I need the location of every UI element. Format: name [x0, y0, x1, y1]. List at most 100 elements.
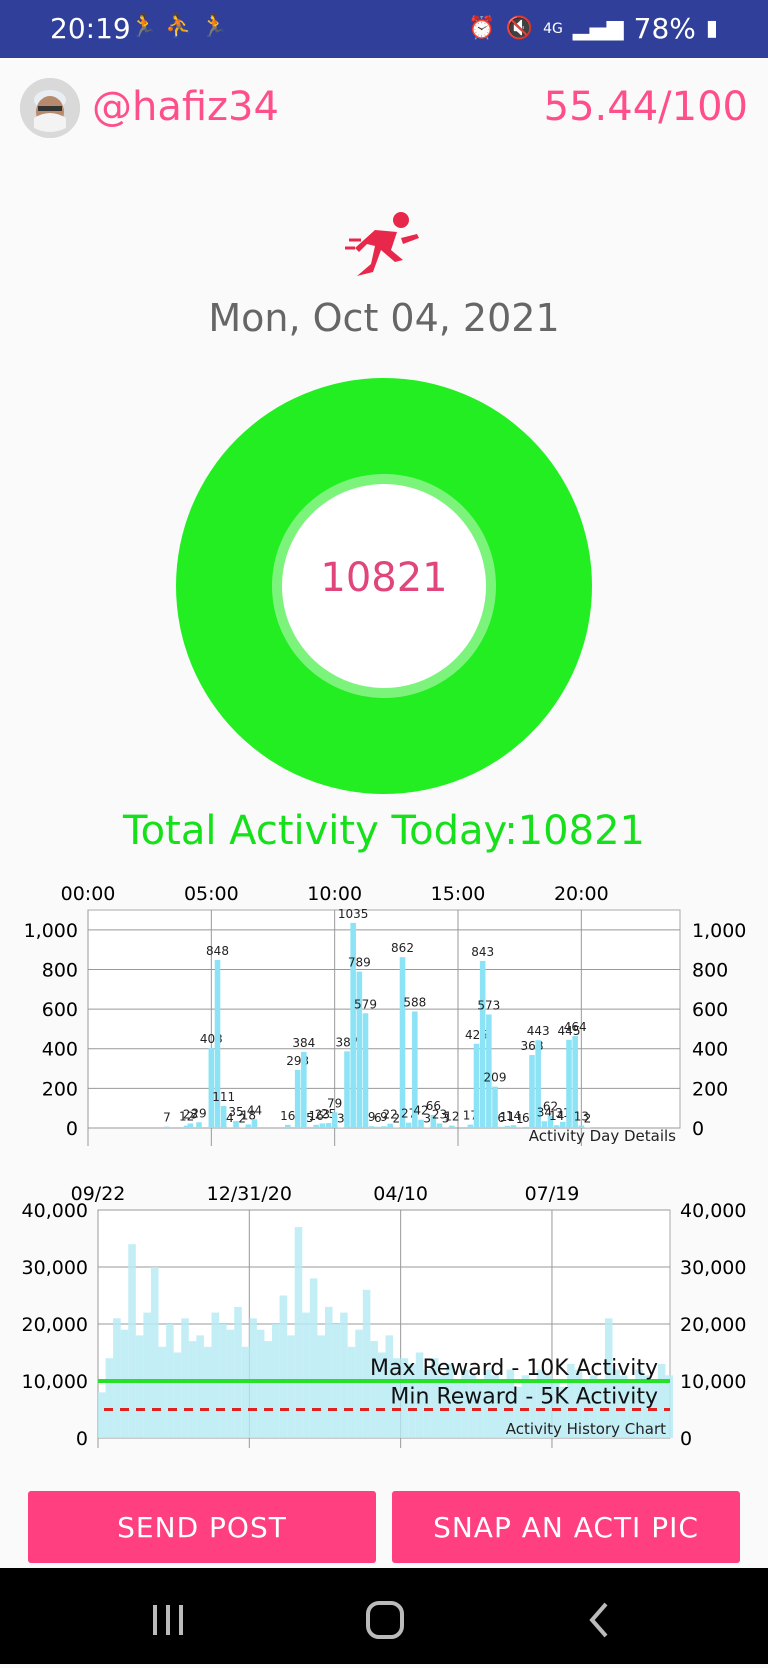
y-tick-label-right: 40,000 [680, 1200, 746, 1222]
total-activity-label: Total Activity Today:10821 [0, 808, 768, 854]
bar-data-label: 848 [206, 944, 229, 958]
y-tick-label-left: 400 [42, 1039, 78, 1061]
bar [307, 1127, 313, 1128]
history-bar [121, 1330, 129, 1438]
bar [381, 1126, 387, 1128]
history-bar [174, 1353, 182, 1439]
bar-data-label: 789 [348, 956, 371, 970]
history-bar [310, 1278, 318, 1438]
y-tick-label-left: 1,000 [24, 920, 78, 942]
history-bar [242, 1347, 250, 1438]
x-tick-label: 05:00 [184, 883, 239, 905]
avatar[interactable] [20, 78, 80, 138]
bar-data-label: 29 [191, 1106, 206, 1120]
x-tick-label: 15:00 [431, 883, 486, 905]
chart-caption: Activity Day Details [529, 1127, 676, 1145]
snap-pic-button[interactable]: SNAP AN ACTI PIC [392, 1491, 740, 1563]
y-tick-label-left: 0 [76, 1428, 88, 1450]
x-tick-label: 07/19 [525, 1183, 580, 1205]
y-tick-label-left: 0 [66, 1118, 78, 1140]
y-tick-label-right: 10,000 [680, 1371, 746, 1393]
history-bar [98, 1392, 106, 1438]
y-tick-label-left: 600 [42, 999, 78, 1021]
bar [227, 1127, 233, 1128]
y-tick-label-left: 10,000 [22, 1371, 88, 1393]
notification-icons: 🏃⛹🏃 [130, 14, 236, 39]
bar-data-label: 1035 [338, 907, 369, 921]
plot-area [88, 910, 680, 1128]
bar-data-label: 443 [527, 1024, 550, 1038]
history-bar [159, 1347, 167, 1438]
runner-icon: 🏃 [201, 14, 236, 39]
bar [357, 972, 363, 1128]
y-tick-label-right: 0 [692, 1118, 704, 1140]
header: @hafiz34 55.44/100 [0, 70, 768, 150]
alarm-icon: ⏰ [468, 16, 495, 41]
x-tick-label: 09/22 [71, 1183, 126, 1205]
bar-data-label: 862 [391, 941, 414, 955]
y-tick-label-right: 400 [692, 1039, 728, 1061]
status-bar: 20:19 🏃⛹🏃 ⏰ 🔇 4G ▂▄▆ 78% ▮ [0, 0, 768, 58]
bar [209, 1048, 215, 1128]
bar [338, 1127, 344, 1128]
home-icon[interactable] [368, 1603, 402, 1637]
send-post-button[interactable]: SEND POST [28, 1491, 376, 1563]
bar [449, 1126, 455, 1128]
history-bar [355, 1330, 363, 1438]
y-tick-label-right: 20,000 [680, 1314, 746, 1336]
bar [344, 1051, 350, 1128]
history-bar [204, 1347, 212, 1438]
history-bar [227, 1330, 235, 1438]
y-tick-label-left: 200 [42, 1078, 78, 1100]
history-bar [665, 1375, 673, 1438]
bar-data-label: 2 [393, 1112, 401, 1126]
history-bar [340, 1313, 348, 1438]
bar-data-label: 16 [280, 1109, 295, 1123]
bar-data-label: 2 [584, 1112, 592, 1126]
status-right: ⏰ 🔇 4G ▂▄▆ 78% ▮ [468, 12, 718, 45]
bar [350, 923, 356, 1128]
bar [246, 1124, 252, 1128]
history-bar [128, 1244, 136, 1438]
history-bar [264, 1341, 272, 1438]
history-bar [196, 1335, 204, 1438]
bar [566, 1040, 572, 1128]
y-tick-label-right: 1,000 [692, 920, 746, 942]
x-tick-label: 00:00 [61, 883, 116, 905]
x-tick-label: 20:00 [554, 883, 609, 905]
history-bar [113, 1318, 121, 1438]
history-bar [211, 1313, 219, 1438]
bar [252, 1119, 258, 1128]
y-tick-label-right: 800 [692, 959, 728, 981]
history-bar [143, 1313, 151, 1438]
ring-value: 10821 [176, 555, 592, 601]
nav-bar [0, 1568, 768, 1664]
bar [400, 957, 406, 1128]
runner-icon: 🏃 [130, 14, 165, 39]
back-icon[interactable] [592, 1604, 606, 1636]
bar-data-label: 843 [471, 945, 494, 959]
y-tick-label-right: 30,000 [680, 1257, 746, 1279]
bar [295, 1070, 301, 1128]
y-tick-label-left: 20,000 [22, 1314, 88, 1336]
history-bar [249, 1318, 257, 1438]
max-reward-label: Max Reward - 10K Activity [370, 1356, 658, 1381]
username[interactable]: @hafiz34 [92, 84, 279, 130]
y-tick-label-right: 200 [692, 1078, 728, 1100]
x-tick-label: 10:00 [307, 883, 362, 905]
bar-data-label: 209 [484, 1071, 507, 1085]
bar-data-label: 573 [477, 998, 500, 1012]
history-bar [280, 1296, 288, 1439]
recents-icon[interactable] [153, 1605, 183, 1635]
bar [285, 1125, 291, 1128]
status-time: 20:19 [50, 12, 131, 45]
bar-data-label: 6 [522, 1111, 530, 1125]
bar [443, 1127, 449, 1128]
bar-data-label: 79 [327, 1096, 342, 1110]
bar [164, 1127, 170, 1128]
history-bar [325, 1307, 333, 1438]
history-bar [181, 1318, 189, 1438]
battery-percent: 78% [634, 12, 696, 45]
bar [326, 1123, 332, 1128]
